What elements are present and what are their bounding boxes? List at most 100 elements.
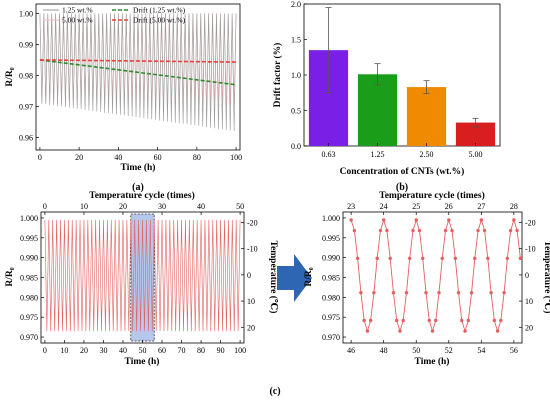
- point-c-right-19: [411, 228, 415, 233]
- point-c-right-9: [378, 228, 383, 233]
- y-tick-label-a-0: 0.96: [19, 134, 33, 143]
- point-c-right-44: [492, 318, 497, 323]
- x-tick-label-b-3: 5.00: [469, 150, 483, 159]
- point-c-right-49: [508, 228, 513, 233]
- point-c-right-51: [515, 228, 519, 233]
- x-tick-label-cl-3: 30: [99, 346, 107, 355]
- y2-tick-label-cr-3: 10: [525, 297, 533, 306]
- x2-tick-label-cr-4: 27: [477, 202, 485, 211]
- x-axis-label-b: Concentration of CNTs (wt.%): [340, 166, 465, 177]
- y-tick-label-cr-4: 0.990: [322, 254, 340, 263]
- legend-label-a1: 5.00 wt.%: [62, 16, 93, 25]
- point-c-right-39: [476, 228, 480, 233]
- point-c-right-48: [505, 256, 510, 261]
- y-tick-label-cl-0: 0.970: [20, 333, 38, 342]
- point-c-right-37: [469, 290, 474, 295]
- plot-frame-a: [35, 3, 241, 151]
- point-c-right-42: [486, 256, 490, 261]
- y2-tick-label-cl-0: -20: [247, 218, 258, 227]
- x-tick-label-b-1: 1.25: [371, 150, 385, 159]
- x-tick-label-cl-6: 60: [158, 346, 166, 355]
- x2-tick-label-cl-5: 50: [236, 202, 244, 211]
- legend-label-a3: Drift (5.00 wt.%): [133, 16, 186, 25]
- point-c-right-6: [368, 318, 373, 323]
- x-tick-label-b-2: 2.50: [420, 150, 434, 159]
- panel-a: 0 20 40 60 80 100 0.96 0.97 0.98 0.99 1.00 1.25 wt…: [5, 3, 242, 193]
- x-tick-label-a-5: 100: [230, 153, 242, 162]
- point-c-right-34: [460, 318, 464, 323]
- top-axis-label-c-left: Temperature cycle (times): [89, 190, 195, 201]
- x2-tick-label-cr-5: 28: [510, 202, 518, 211]
- point-c-right-47: [502, 290, 506, 295]
- point-c-right-22: [421, 256, 425, 261]
- x-tick-label-cl-7: 70: [178, 346, 186, 355]
- point-c-right-30: [447, 218, 451, 222]
- y-tick-label-b-0: 0.0: [291, 142, 301, 151]
- point-c-right-4: [362, 318, 366, 323]
- y-axis-label-c-right: R/R₀: [304, 267, 314, 286]
- y-tick-label-cr-6: 1.000: [322, 214, 340, 223]
- point-c-right-27: [437, 290, 441, 295]
- point-c-right-20: [414, 218, 418, 222]
- series-line-c-left: [44, 219, 241, 332]
- x-tick-label-cr-4: 54: [477, 346, 485, 355]
- bar-2: [406, 87, 447, 146]
- point-c-right-38: [473, 256, 477, 261]
- x-axis-label-c-left: Time (h): [125, 356, 160, 367]
- point-c-right-14: [395, 318, 399, 323]
- bar-1: [357, 74, 398, 146]
- point-c-right-23: [424, 290, 428, 295]
- drift-line-a3: [39, 59, 237, 63]
- point-c-right-7: [372, 290, 376, 295]
- y2-tick-label-cr-0: -20: [525, 218, 536, 227]
- point-c-right-50: [512, 218, 516, 222]
- point-c-right-32: [453, 256, 457, 261]
- y-tick-label-cl-4: 0.990: [20, 254, 38, 263]
- point-c-right-11: [385, 228, 389, 233]
- y-tick-label-cr-2: 0.980: [322, 293, 340, 302]
- y-tick-label-cl-5: 0.995: [20, 234, 38, 243]
- y-tick-label-cl-2: 0.980: [20, 293, 38, 302]
- point-c-right-3: [359, 290, 363, 295]
- point-c-right-26: [434, 318, 438, 323]
- x-axis-label-c-right: Time (h): [415, 356, 450, 367]
- x2-tick-label-cl-1: 10: [80, 202, 88, 211]
- y2-axis-label-c-left: Temperature (℃): [268, 241, 279, 314]
- series-line-c-right: [350, 218, 521, 333]
- panel-label-a: (a): [132, 182, 144, 193]
- y-tick-label-cl-3: 0.985: [20, 274, 38, 283]
- point-c-right-17: [404, 290, 409, 295]
- point-c-right-15: [398, 329, 402, 333]
- y-tick-label-a-1: 0.97: [19, 103, 33, 112]
- x-tick-label-cr-5: 56: [510, 346, 518, 355]
- y-tick-label-a-3: 0.99: [19, 40, 33, 49]
- zoom-arrow: [277, 254, 312, 302]
- y-tick-label-cr-0: 0.970: [322, 333, 340, 342]
- point-c-right-29: [443, 228, 448, 233]
- point-c-right-16: [401, 318, 405, 323]
- y2-tick-label-cr-1: -10: [525, 245, 536, 254]
- point-c-right-21: [417, 228, 422, 233]
- y-tick-label-cl-6: 1.000: [20, 214, 38, 223]
- y-tick-label-cr-1: 0.975: [322, 313, 340, 322]
- point-c-right-5: [365, 329, 370, 333]
- y2-tick-label-cr-2: 0: [525, 271, 529, 280]
- x-tick-label-cl-8: 80: [197, 346, 205, 355]
- legend-label-a0: 1.25 wt.%: [62, 6, 93, 15]
- x-tick-label-cl-9: 90: [217, 346, 225, 355]
- series-line-a0: [39, 13, 237, 132]
- point-c-right-2: [355, 256, 360, 261]
- x-tick-label-cl-4: 40: [119, 346, 127, 355]
- x-tick-label-cr-0: 46: [347, 346, 355, 355]
- point-c-right-33: [456, 290, 461, 295]
- x-tick-label-cr-1: 48: [380, 346, 388, 355]
- x-tick-label-cl-2: 20: [80, 346, 88, 355]
- x-tick-label-cr-3: 52: [445, 346, 453, 355]
- bar-3: [455, 122, 496, 146]
- legend-a: 1.25 wt.% Drift (1.25 wt.%) 5.00 wt.% Dr…: [43, 6, 186, 25]
- point-c-right-0: [349, 218, 353, 222]
- y2-tick-label-cr-4: 20: [525, 323, 533, 332]
- y-tick-label-b-1: 0.5: [291, 107, 301, 116]
- panel-c-left: 0 10 20 30 40 50 60 70 80 90 1000.9700.9750.9800.9…: [5, 190, 279, 367]
- point-c-right-8: [375, 256, 379, 261]
